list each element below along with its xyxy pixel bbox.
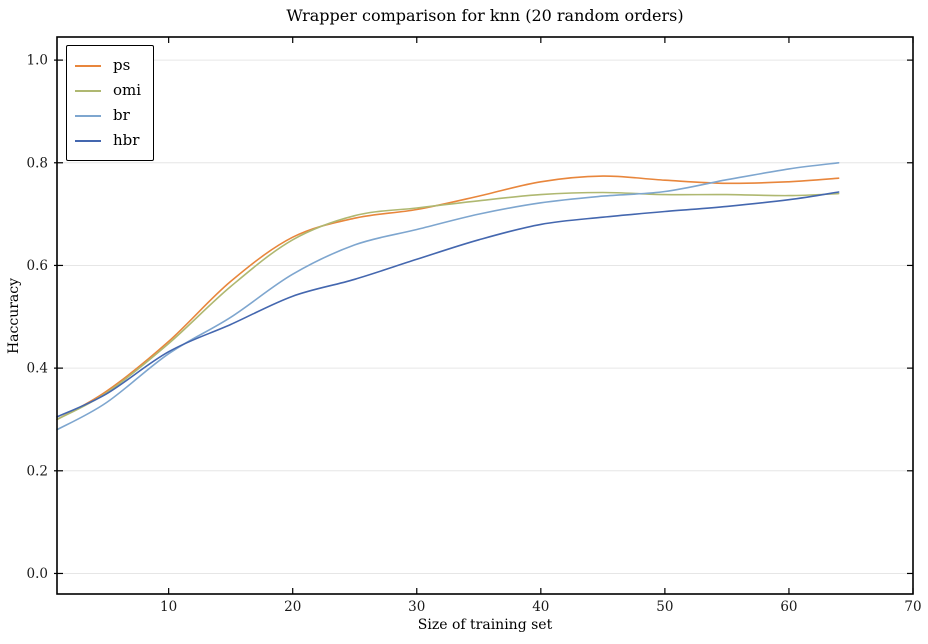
y-axis-label: Haccuracy: [6, 277, 22, 355]
y-axis-ticks: 0.0 0.2 0.4 0.6 0.8 1.0: [27, 53, 913, 582]
series-line-hbr: [56, 191, 840, 418]
hbr-line-swatch: [75, 139, 101, 142]
legend-label-br: br: [113, 106, 130, 124]
gridlines: [57, 59, 913, 574]
legend-item-ps: ps: [75, 53, 143, 78]
legend-item-hbr: hbr: [75, 128, 143, 153]
chart-title: Wrapper comparison for knn (20 random or…: [286, 6, 684, 25]
x-tick-label: 20: [284, 599, 301, 615]
x-tick-label: 70: [904, 599, 921, 615]
ps-line-swatch: [75, 64, 101, 67]
x-tick-label: 30: [408, 599, 425, 615]
x-tick-label: 40: [532, 599, 549, 615]
legend-label-omi: omi: [113, 81, 142, 99]
y-tick-label: 0.2: [27, 463, 48, 479]
series-line-omi: [56, 191, 840, 421]
x-tick-label: 50: [656, 599, 673, 615]
axes-frame: [56, 36, 914, 595]
y-tick-label: 1.0: [27, 53, 48, 69]
x-axis-label: Size of training set: [417, 617, 553, 633]
omi-line-swatch: [75, 89, 101, 92]
legend-item-br: br: [75, 103, 143, 128]
legend-item-omi: omi: [75, 78, 143, 103]
legend-label-hbr: hbr: [113, 131, 140, 149]
series-line-ps: [56, 175, 840, 421]
x-tick-label: 60: [780, 599, 797, 615]
y-tick-label: 0.6: [27, 258, 48, 274]
y-tick-label: 0.0: [27, 566, 48, 582]
br-line-swatch: [75, 114, 101, 117]
x-axis-ticks: 10 20 30 40 50 60 70: [160, 37, 922, 615]
legend-label-ps: ps: [113, 56, 131, 74]
y-tick-label: 0.8: [27, 155, 48, 171]
series-line-br: [56, 162, 840, 431]
y-tick-label: 0.4: [27, 361, 48, 377]
x-tick-label: 10: [160, 599, 177, 615]
legend: ps omi br hbr: [66, 45, 154, 161]
